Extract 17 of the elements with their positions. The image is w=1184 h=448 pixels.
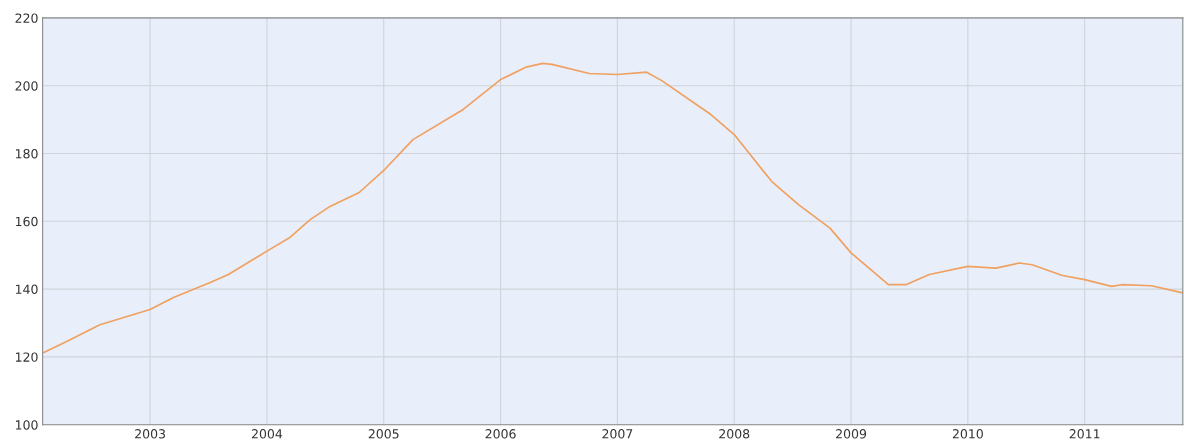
y-tick-label: 100 bbox=[15, 420, 38, 430]
x-tick-label: 2011 bbox=[1069, 429, 1100, 439]
x-tick-label: 2005 bbox=[368, 429, 399, 439]
x-tick-label: 2009 bbox=[836, 429, 867, 439]
x-tick-label: 2007 bbox=[602, 429, 633, 439]
y-tick-label: 160 bbox=[15, 216, 38, 227]
x-tick-label: 2006 bbox=[485, 429, 516, 439]
y-tick-label: 200 bbox=[15, 81, 38, 91]
x-tick-label: 2008 bbox=[719, 429, 750, 439]
x-tick-label: 2004 bbox=[251, 429, 283, 439]
y-tick-label: 120 bbox=[15, 352, 38, 362]
x-tick-label: 2003 bbox=[135, 429, 165, 439]
y-tick-label: 140 bbox=[15, 284, 38, 295]
y-tick-label: 220 bbox=[15, 13, 38, 23]
x-tick-label: 2010 bbox=[952, 429, 983, 439]
line-series bbox=[42, 62, 1183, 354]
y-tick-label: 180 bbox=[15, 148, 38, 159]
